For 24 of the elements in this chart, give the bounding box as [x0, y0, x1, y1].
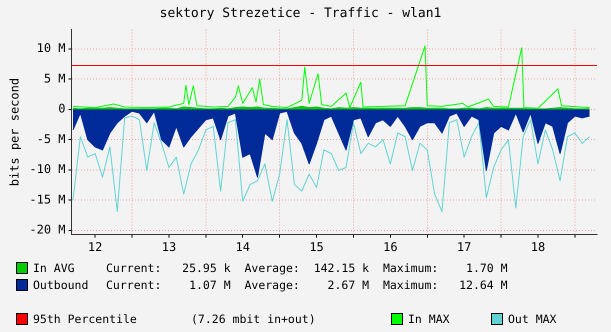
text: Current: 25.95 k Average: 142.15 k Maximum: 1.70 M — [106, 260, 508, 274]
y-tick-label: -5 M — [36, 132, 66, 146]
y-axis-title: bits per second — [7, 78, 22, 186]
x-tick-label: 12 — [88, 240, 102, 254]
y-tick-label: 10 M — [36, 41, 66, 56]
x-tick-label: 15 — [309, 240, 324, 254]
x-tick-label: 14 — [236, 240, 250, 254]
x-tick-label: 17 — [456, 240, 472, 254]
legend-label: In MAX — [407, 312, 451, 326]
x-tick-label: 13 — [162, 240, 176, 254]
y-tick-label: -10 M — [29, 162, 66, 176]
chart-title: sektory Strezetice - Traffic - wlan1 — [160, 6, 442, 22]
y-tick-label: -15 M — [29, 192, 66, 206]
legend-label: Out MAX — [507, 312, 558, 326]
x-tick-label: 16 — [383, 240, 398, 254]
text: Current: 1.07 M Average: 2.67 M Maximum: 12.64 M — [106, 278, 508, 292]
y-tick-label: 0 — [58, 102, 66, 116]
y-tick-label: 5 M — [44, 71, 66, 86]
y-tick-label: -20 M — [29, 222, 66, 236]
legend-label: 95th Percentile — [32, 312, 138, 326]
legend-label: In AVG — [32, 260, 76, 274]
legend-label: Outbound — [32, 278, 90, 292]
text: (7.26 mbit in+out) — [191, 312, 317, 326]
x-tick-label: 18 — [530, 240, 546, 254]
